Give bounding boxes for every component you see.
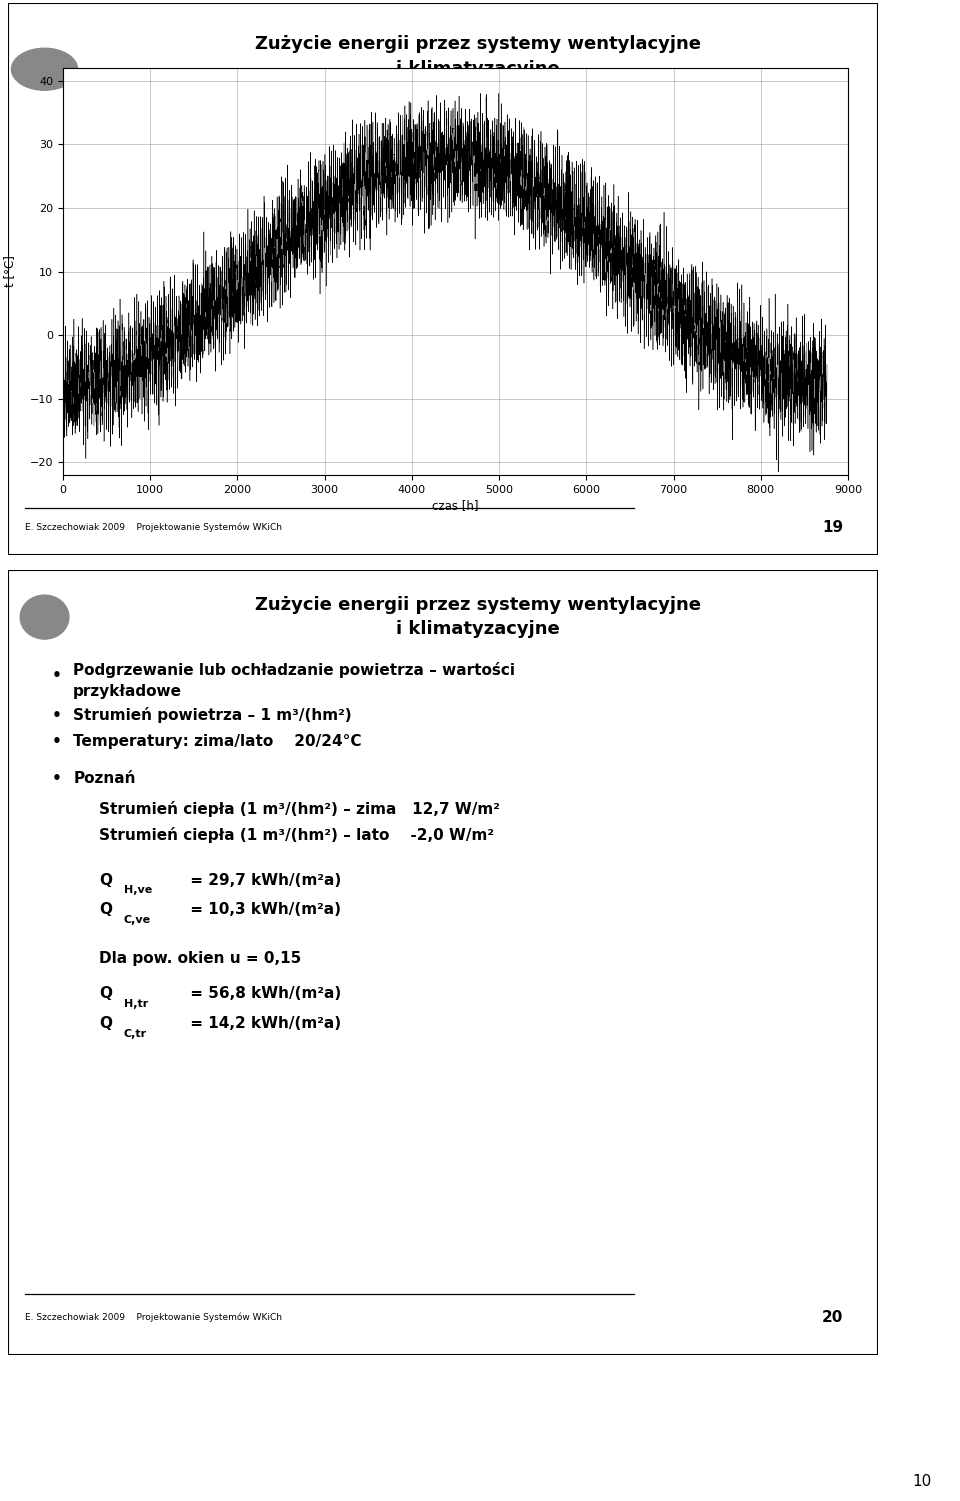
Text: H,ve: H,ve bbox=[124, 886, 152, 895]
Text: = 10,3 kWh/(m²a): = 10,3 kWh/(m²a) bbox=[184, 902, 341, 917]
Text: •: • bbox=[52, 734, 61, 749]
Text: = 14,2 kWh/(m²a): = 14,2 kWh/(m²a) bbox=[184, 1016, 341, 1031]
Text: 19: 19 bbox=[822, 519, 843, 534]
Text: H,tr: H,tr bbox=[124, 1000, 148, 1009]
Text: Poznań: Poznań bbox=[73, 770, 135, 785]
Text: C,ve: C,ve bbox=[124, 916, 151, 925]
Text: i klimatyzacyjne: i klimatyzacyjne bbox=[396, 620, 560, 638]
Text: Strumień ciepła (1 m³/(hm²) – lato    -2,0 W/m²: Strumień ciepła (1 m³/(hm²) – lato -2,0 … bbox=[99, 827, 494, 844]
Text: Strumień powietrza – 1 m³/(hm²): Strumień powietrza – 1 m³/(hm²) bbox=[73, 707, 352, 723]
Text: 20: 20 bbox=[822, 1310, 843, 1325]
Text: Q: Q bbox=[99, 1016, 112, 1031]
Text: Q: Q bbox=[99, 986, 112, 1001]
Text: E. Szczechowiak 2009    Projektowanie Systemów WKiCh: E. Szczechowiak 2009 Projektowanie Syste… bbox=[25, 522, 282, 533]
Text: Temperatury: zima/lato    20/24°C: Temperatury: zima/lato 20/24°C bbox=[73, 734, 362, 749]
Text: Q: Q bbox=[99, 872, 112, 887]
Text: C,tr: C,tr bbox=[124, 1028, 147, 1039]
Text: Podgrzewanie lub ochładzanie powietrza – wartości: Podgrzewanie lub ochładzanie powietrza –… bbox=[73, 662, 516, 677]
Text: Strumień ciepła (1 m³/(hm²) – zima   12,7 W/m²: Strumień ciepła (1 m³/(hm²) – zima 12,7 … bbox=[99, 802, 500, 818]
Text: i klimatyzacyjne: i klimatyzacyjne bbox=[396, 60, 560, 78]
Text: •: • bbox=[52, 668, 61, 683]
Text: 10: 10 bbox=[912, 1474, 931, 1489]
Text: = 29,7 kWh/(m²a): = 29,7 kWh/(m²a) bbox=[184, 872, 341, 887]
Y-axis label: t [°C]: t [°C] bbox=[3, 255, 16, 287]
Text: Zużycie energii przez systemy wentylacyjne: Zużycie energii przez systemy wentylacyj… bbox=[254, 596, 701, 614]
Text: E. Szczechowiak 2009    Projektowanie Systemów WKiCh: E. Szczechowiak 2009 Projektowanie Syste… bbox=[25, 1312, 282, 1322]
Circle shape bbox=[12, 48, 78, 90]
Circle shape bbox=[20, 594, 69, 639]
X-axis label: czas [h]: czas [h] bbox=[432, 498, 479, 512]
Text: Zużycie energii przez systemy wentylacyjne: Zużycie energii przez systemy wentylacyj… bbox=[254, 36, 701, 54]
Text: Dla pow. okien u = 0,15: Dla pow. okien u = 0,15 bbox=[99, 952, 301, 967]
Text: •: • bbox=[52, 770, 61, 785]
Text: Q: Q bbox=[99, 902, 112, 917]
Text: przykładowe: przykładowe bbox=[73, 684, 182, 699]
Text: Roczny przebieg temperatury powietrza – TRM Poznań: Roczny przebieg temperatury powietrza – … bbox=[274, 93, 683, 107]
Text: = 56,8 kWh/(m²a): = 56,8 kWh/(m²a) bbox=[184, 986, 341, 1001]
Text: •: • bbox=[52, 708, 61, 722]
